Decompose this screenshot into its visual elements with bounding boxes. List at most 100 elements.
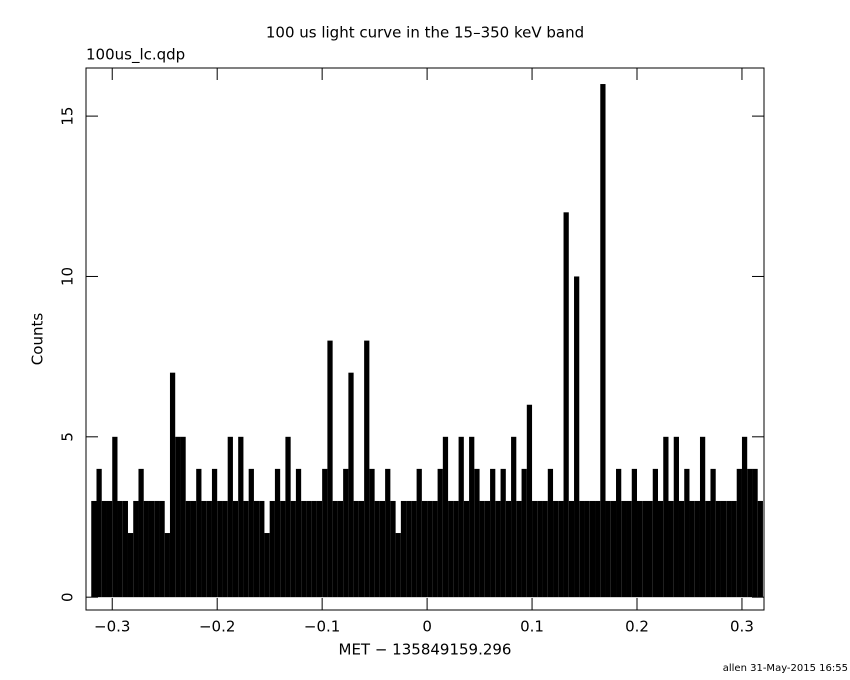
bar bbox=[741, 436, 748, 598]
bar bbox=[406, 500, 412, 598]
bar bbox=[374, 500, 380, 598]
bar bbox=[605, 500, 611, 598]
bar bbox=[542, 500, 548, 598]
bar bbox=[248, 468, 254, 598]
bar bbox=[505, 500, 512, 598]
bar bbox=[647, 500, 653, 598]
bar bbox=[584, 500, 590, 598]
bar bbox=[490, 468, 496, 598]
bar bbox=[631, 468, 638, 598]
bar bbox=[484, 500, 491, 598]
bar bbox=[479, 500, 485, 598]
x-tick-label: −0.1 bbox=[304, 618, 340, 636]
bar bbox=[222, 500, 228, 598]
bar bbox=[264, 533, 270, 598]
bar bbox=[558, 500, 564, 598]
bar bbox=[448, 500, 454, 598]
bar bbox=[175, 436, 181, 598]
bar bbox=[652, 468, 658, 598]
bar bbox=[358, 500, 365, 598]
bar bbox=[364, 340, 370, 598]
bar bbox=[616, 468, 622, 598]
bar bbox=[91, 500, 97, 598]
footer: allen 31-May-2015 16:55 bbox=[723, 663, 848, 674]
bar bbox=[353, 500, 359, 598]
bar bbox=[243, 500, 249, 598]
bar bbox=[280, 500, 286, 598]
bar bbox=[637, 500, 643, 598]
bar bbox=[747, 468, 753, 598]
x-axis-label: MET − 135849159.296 bbox=[339, 641, 512, 659]
bar bbox=[699, 436, 706, 598]
bar bbox=[185, 500, 191, 598]
bar bbox=[400, 500, 407, 598]
bar bbox=[269, 500, 275, 598]
y-tick-label: 10 bbox=[59, 267, 77, 286]
bar bbox=[138, 468, 144, 598]
bar bbox=[453, 500, 459, 598]
bar bbox=[726, 500, 732, 598]
bar bbox=[253, 500, 260, 598]
bar bbox=[437, 468, 443, 598]
bar bbox=[657, 500, 664, 598]
bar bbox=[720, 500, 727, 598]
bar bbox=[112, 436, 118, 598]
bar bbox=[311, 500, 317, 598]
bar bbox=[390, 500, 396, 598]
bar bbox=[731, 500, 737, 598]
bar bbox=[290, 500, 296, 598]
bar bbox=[568, 500, 575, 598]
bar bbox=[442, 436, 449, 598]
bar bbox=[421, 500, 428, 598]
bar bbox=[316, 500, 323, 598]
bar bbox=[337, 500, 344, 598]
bar bbox=[106, 500, 113, 598]
bar bbox=[663, 436, 669, 598]
bar bbox=[500, 468, 506, 598]
bar bbox=[327, 340, 333, 598]
bar bbox=[547, 468, 554, 598]
x-tick-label: 0.1 bbox=[520, 618, 544, 636]
y-tick-label: 0 bbox=[59, 592, 77, 602]
chart-title: 100 us light curve in the 15–350 keV ban… bbox=[266, 24, 584, 42]
bar bbox=[379, 500, 386, 598]
bar bbox=[164, 533, 170, 598]
bar bbox=[537, 500, 543, 598]
bar bbox=[427, 500, 433, 598]
bar bbox=[238, 436, 244, 598]
bar bbox=[463, 500, 470, 598]
y-tick-label: 5 bbox=[59, 432, 77, 442]
y-axis-label: Counts bbox=[29, 313, 47, 366]
bar bbox=[757, 500, 763, 598]
bar bbox=[526, 404, 533, 598]
bar bbox=[673, 436, 679, 598]
bar bbox=[668, 500, 674, 598]
bar bbox=[411, 500, 417, 598]
bar bbox=[206, 500, 212, 598]
bar bbox=[511, 436, 517, 598]
bar bbox=[595, 500, 601, 598]
bar bbox=[127, 533, 134, 598]
bar bbox=[154, 500, 160, 598]
bar bbox=[495, 500, 501, 598]
bar bbox=[306, 500, 312, 598]
chart-subtitle: 100us_lc.qdp bbox=[86, 46, 185, 65]
bar bbox=[589, 500, 596, 598]
bar bbox=[159, 500, 165, 598]
bar bbox=[715, 500, 721, 598]
bar bbox=[385, 468, 391, 598]
bar bbox=[705, 500, 711, 598]
bar bbox=[295, 468, 302, 598]
bar bbox=[416, 468, 422, 598]
bar bbox=[285, 436, 291, 598]
bar bbox=[642, 500, 648, 598]
x-tick-label: −0.2 bbox=[199, 618, 235, 636]
bar bbox=[694, 500, 700, 598]
bar bbox=[217, 500, 223, 598]
bar bbox=[143, 500, 149, 598]
bar bbox=[469, 436, 475, 598]
bar bbox=[553, 500, 559, 598]
bar bbox=[180, 436, 186, 598]
bar bbox=[621, 500, 627, 598]
